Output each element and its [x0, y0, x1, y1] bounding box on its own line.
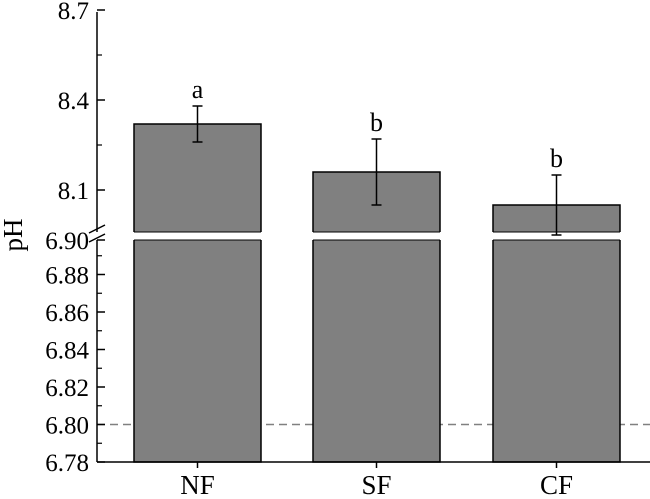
bar-nf [133, 123, 262, 463]
y-tick-label: 6.88 [45, 263, 89, 290]
y-tick-label: 6.86 [45, 300, 89, 327]
axes-layer [88, 9, 650, 468]
x-tick-label: CF [540, 470, 573, 499]
y-tick-label: 6.80 [45, 413, 89, 440]
labels-layer: 8.7 8.4 8.1 6.90 6.88 6.86 6.84 6.82 6.80 6.78 a NF… [45, 0, 573, 499]
y-tick-label: 6.82 [45, 375, 89, 402]
significance-label: a [192, 75, 204, 104]
axis-break-mark [88, 224, 106, 234]
error-bars-layer [192, 105, 562, 236]
axis-break-mark [88, 233, 106, 243]
y-tick-label: 6.90 [45, 228, 89, 255]
axis-break-band [95, 232, 650, 240]
axis-break-layer [95, 231, 650, 241]
y-tick-label: 6.84 [45, 338, 89, 365]
bars-layer [133, 123, 621, 463]
bar-cf [492, 204, 621, 463]
x-tick-label: NF [180, 470, 215, 499]
significance-label: b [370, 108, 383, 137]
x-tick-label: SF [361, 470, 391, 499]
y-tick-label: 8.7 [58, 0, 89, 25]
y-tick-label: 6.78 [45, 450, 89, 477]
y-tick-label: 8.4 [58, 88, 90, 115]
significance-label: b [550, 144, 563, 173]
y-axis-label: pH [0, 219, 28, 252]
bar-sf [312, 171, 441, 463]
y-tick-label: 8.1 [58, 178, 89, 205]
